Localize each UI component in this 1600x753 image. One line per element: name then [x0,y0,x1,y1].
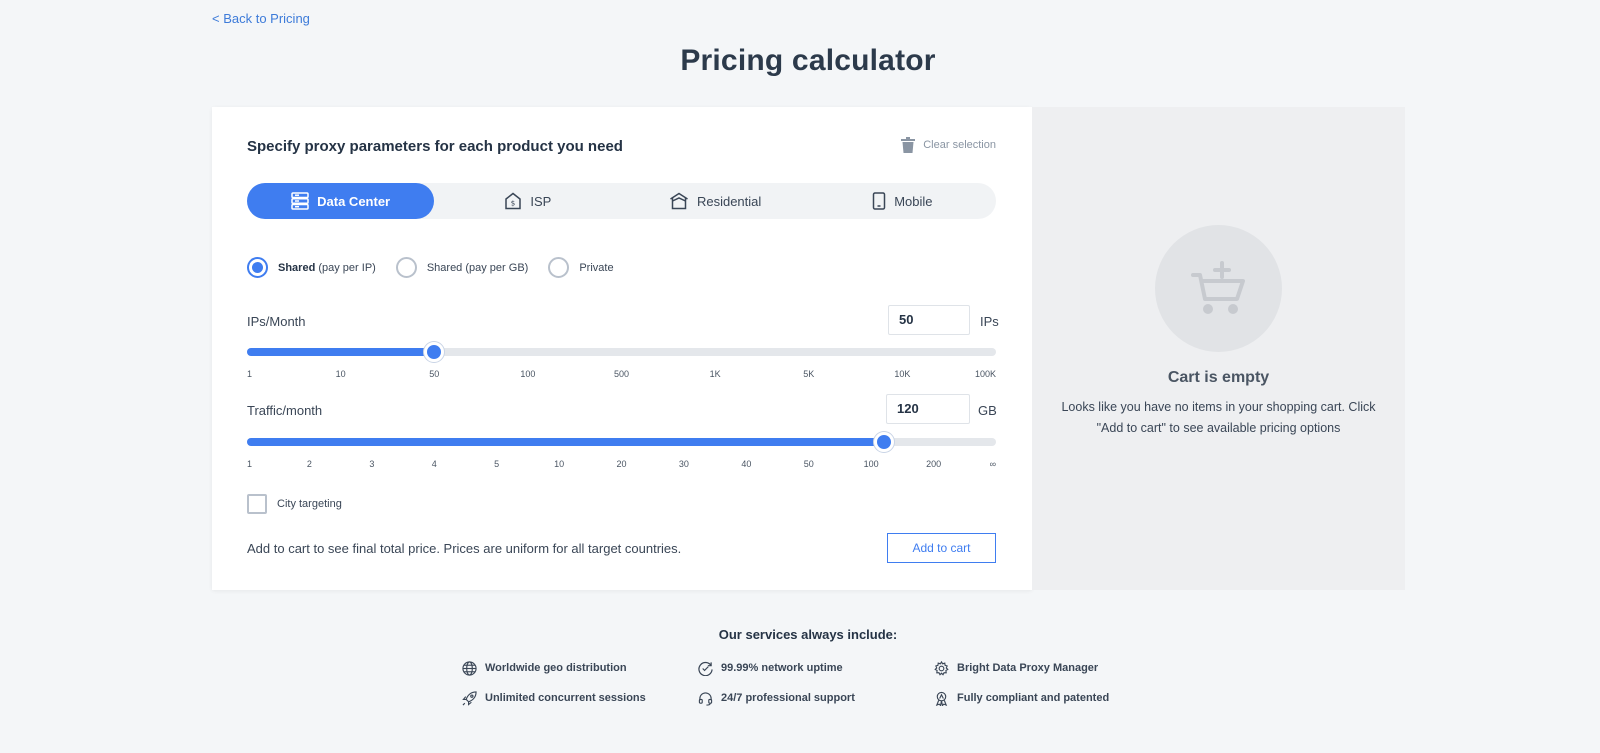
traffic-slider-handle[interactable] [873,432,894,452]
city-targeting-checkbox[interactable] [247,494,267,514]
tab-data-center[interactable]: Data Center [247,183,435,219]
slider-tick-label: 20 [616,459,627,469]
card-heading: Specify proxy parameters for each produc… [247,138,623,155]
pricing-type-radios: Shared (pay per IP) Shared (pay per GB) … [247,257,634,278]
traffic-month-label: Traffic/month [247,403,323,418]
service-item: 99.99% network uptime [698,660,934,676]
ips-slider-handle[interactable] [424,342,445,362]
radio-button[interactable] [548,257,570,278]
slider-tick-label: 100 [520,369,536,379]
ips-unit: IPs [980,314,999,329]
tab-mobile[interactable]: Mobile [809,183,996,219]
radio-shared-per-gb[interactable]: Shared (pay per GB) [395,257,529,278]
cart-empty-title: Cart is empty [1167,369,1270,386]
radio-shared-per-ip[interactable]: Shared (pay per IP) [247,257,376,278]
service-item: Fully compliant and patented [934,690,1170,706]
ips-month-label: IPs/Month [247,314,306,329]
add-to-cart-button[interactable]: Add to cart [887,533,996,563]
services-title: Our services always include: [718,627,898,642]
house-shield-icon: $ [505,192,522,210]
service-item: Unlimited concurrent sessions [462,690,698,706]
tab-label: ISP [530,193,552,209]
phone-icon [872,192,886,210]
headset-icon [698,691,713,706]
slider-tick-label: 1 [247,459,253,469]
radio-label: Private [579,261,614,274]
slider-tick-label: 40 [741,459,752,469]
traffic-input[interactable]: 120 [886,394,970,424]
clear-selection-label: Clear selection [923,139,996,151]
globe-icon [462,660,477,676]
slider-tick-label: ∞ [989,459,996,469]
tab-label: Data Center [317,193,391,209]
slider-tick-label: 200 [926,459,942,469]
service-item: Bright Data Proxy Manager [934,660,1170,676]
radio-label: Shared (pay per GB) [426,261,529,274]
slider-tick-label: 5K [803,369,815,379]
radio-private[interactable]: Private [548,257,614,278]
slider-tick-label: 30 [678,459,689,469]
traffic-slider-track[interactable] [247,432,996,452]
services-list: Worldwide geo distribution 99.99% networ… [462,660,1162,706]
tab-residential[interactable]: Residential [622,183,809,219]
calculator-card: Specify proxy parameters for each produc… [212,107,1032,590]
rocket-icon [462,690,477,706]
traffic-unit: GB [978,403,997,418]
award-icon [935,691,948,706]
price-note: Add to cart to see final total price. Pr… [247,541,682,556]
slider-tick-label: 1K [709,369,721,379]
traffic-slider-ticks: 1 2 3 4 5 10 20 30 40 50 100 200 ∞ [247,459,996,471]
home-icon [670,192,688,210]
slider-tick-label: 10K [894,369,911,379]
add-to-cart-icon [1190,260,1245,314]
slider-tick-label: 3 [369,459,375,469]
page-title: Pricing calculator [680,44,936,77]
uptime-icon [698,661,713,676]
tab-isp[interactable]: $ ISP [434,183,621,219]
tab-label: Mobile [894,193,933,209]
cart-panel: Cart is empty Looks like you have no ite… [1032,107,1405,590]
city-targeting-label: City targeting [277,498,342,510]
slider-tick-label: 500 [613,369,630,379]
city-targeting-option[interactable]: City targeting [247,494,342,514]
slider-tick-label: 10 [335,369,346,379]
clear-selection-button[interactable]: Clear selection [901,137,996,153]
server-icon [291,192,309,210]
back-to-pricing-link[interactable]: < Back to Pricing [212,11,310,26]
slider-tick-label: 50 [429,369,440,379]
slider-tick-label: 100 [863,459,879,469]
cart-icon-circle [1155,225,1282,352]
radio-button[interactable] [395,257,417,278]
slider-tick-label: 50 [803,459,814,469]
slider-tick-label: 4 [431,459,437,469]
radio-button-selected[interactable] [247,257,268,278]
tab-label: Residential [696,193,762,209]
gear-icon [934,660,949,676]
trash-icon [901,137,916,153]
slider-tick-label: 5 [494,459,500,469]
cart-empty-description: Looks like you have no items in your sho… [1061,400,1376,435]
traffic-slider-fill [247,438,884,446]
ips-input[interactable]: 50 [888,305,970,335]
radio-label: Shared (pay per IP) [278,261,376,274]
service-item: Worldwide geo distribution [462,660,698,676]
service-item: 24/7 professional support [698,690,934,706]
slider-tick-label: 10 [554,459,565,469]
ips-slider-fill [247,348,435,356]
slider-tick-label: 1 [247,369,253,379]
slider-tick-label: 2 [306,459,312,469]
slider-tick-label: 100K [974,369,996,379]
svg-text:$: $ [511,200,515,208]
ips-slider-ticks: 1 10 50 100 500 1K 5K 10K 100K [247,369,996,381]
ips-slider-track[interactable] [247,342,996,362]
product-tabs: Data Center $ ISP Residential Mobile [247,183,996,219]
